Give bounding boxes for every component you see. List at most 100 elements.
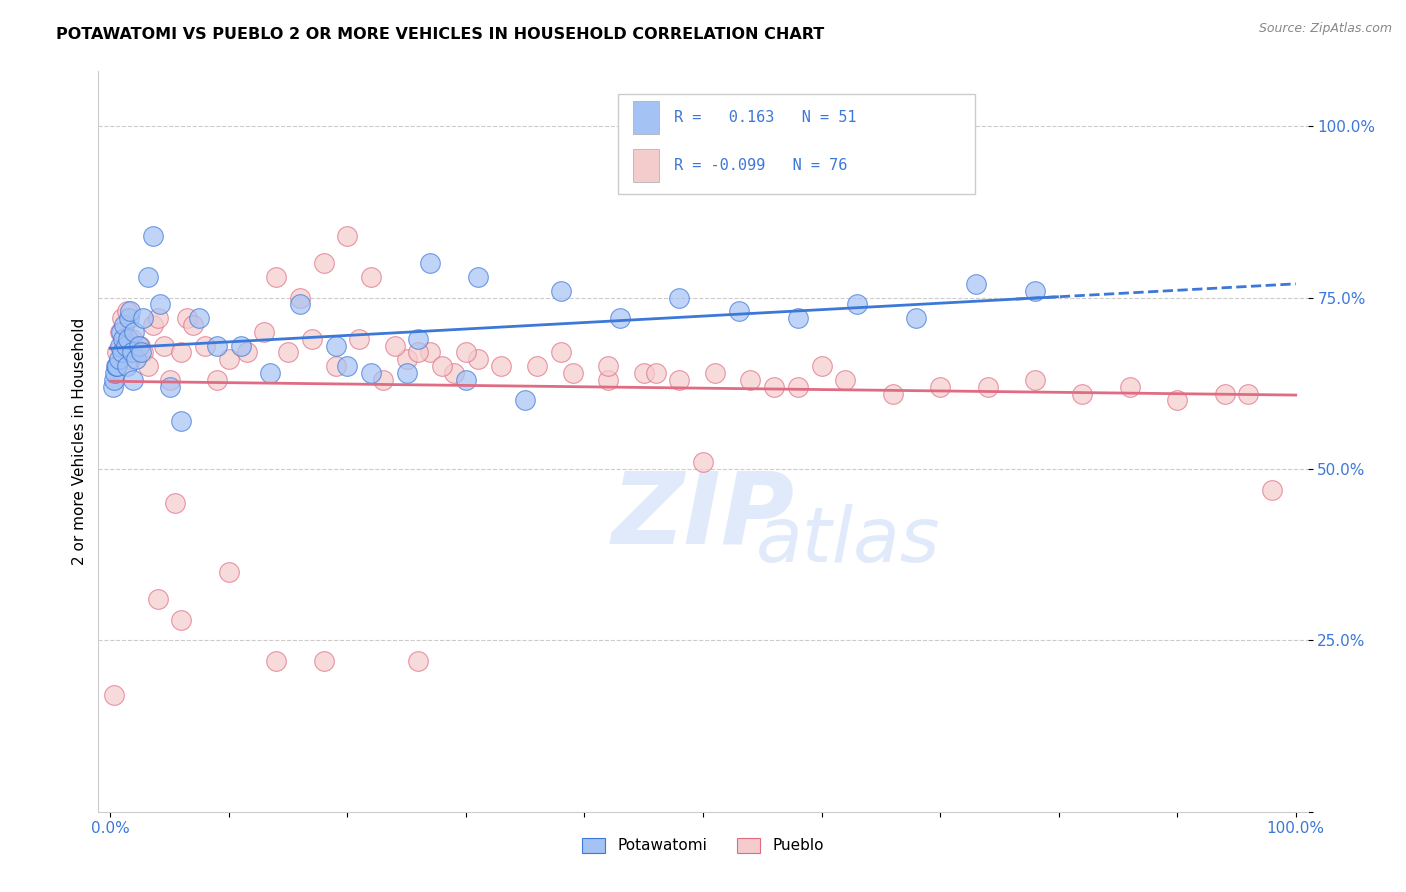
Point xyxy=(408,332,430,346)
Point xyxy=(905,311,928,326)
Point xyxy=(159,380,181,394)
Legend: Potawatomi, Pueblo: Potawatomi, Pueblo xyxy=(576,831,830,860)
Point xyxy=(121,345,143,359)
Point xyxy=(142,228,165,243)
Point xyxy=(108,338,131,352)
Point xyxy=(443,366,465,380)
Text: atlas: atlas xyxy=(756,505,941,579)
Point xyxy=(834,373,856,387)
Point xyxy=(114,338,136,352)
Point xyxy=(598,359,620,373)
Point xyxy=(1213,386,1236,401)
Point xyxy=(129,338,152,352)
Point xyxy=(108,325,131,339)
Point xyxy=(454,373,477,387)
Point xyxy=(301,332,323,346)
Point xyxy=(408,345,430,359)
Point xyxy=(1119,380,1142,394)
Point xyxy=(114,338,136,352)
Point xyxy=(218,565,240,579)
Point xyxy=(188,311,211,326)
Bar xyxy=(633,101,659,135)
Point xyxy=(550,345,572,359)
Point xyxy=(114,318,136,332)
Point xyxy=(454,345,477,359)
Point xyxy=(128,338,150,352)
Text: R = -0.099   N = 76: R = -0.099 N = 76 xyxy=(673,158,848,173)
Point xyxy=(763,380,786,394)
Point xyxy=(786,380,808,394)
Point xyxy=(105,359,128,373)
Point xyxy=(121,373,143,387)
Point xyxy=(965,277,987,291)
Point xyxy=(120,304,142,318)
Point xyxy=(347,332,370,346)
Point xyxy=(259,366,281,380)
Point xyxy=(644,366,666,380)
Y-axis label: 2 or more Vehicles in Household: 2 or more Vehicles in Household xyxy=(72,318,87,566)
Point xyxy=(104,366,127,380)
Point xyxy=(111,311,134,326)
FancyBboxPatch shape xyxy=(619,94,976,194)
Point xyxy=(146,592,169,607)
Point xyxy=(101,380,124,394)
Point xyxy=(218,352,240,367)
Point xyxy=(229,338,252,352)
Point xyxy=(103,373,125,387)
Point xyxy=(121,332,143,346)
Point xyxy=(740,373,762,387)
Point xyxy=(810,359,832,373)
Point xyxy=(136,359,159,373)
Text: Source: ZipAtlas.com: Source: ZipAtlas.com xyxy=(1258,22,1392,36)
Point xyxy=(112,332,135,346)
Point xyxy=(325,338,347,352)
Point xyxy=(152,338,174,352)
Point xyxy=(371,373,394,387)
Point xyxy=(491,359,513,373)
Point xyxy=(384,338,406,352)
Point xyxy=(129,345,152,359)
Point xyxy=(976,380,998,394)
Point xyxy=(929,380,952,394)
Point xyxy=(115,304,138,318)
Point xyxy=(132,311,155,326)
Point xyxy=(561,366,583,380)
Point xyxy=(125,345,148,359)
Point xyxy=(515,393,537,408)
Point xyxy=(118,352,141,367)
Point xyxy=(132,345,155,359)
Point xyxy=(336,359,359,373)
Point xyxy=(325,359,347,373)
Point xyxy=(395,366,418,380)
Point xyxy=(165,496,187,510)
Point xyxy=(159,373,181,387)
Point xyxy=(170,414,193,428)
Point xyxy=(205,338,228,352)
Point xyxy=(264,654,287,668)
Bar xyxy=(633,149,659,183)
Point xyxy=(312,256,335,270)
Point xyxy=(1166,393,1188,408)
Point xyxy=(118,311,141,326)
Point xyxy=(1024,373,1046,387)
Text: ZIP: ZIP xyxy=(612,467,794,564)
Point xyxy=(786,311,808,326)
Point xyxy=(105,359,128,373)
Point xyxy=(395,352,418,367)
Point xyxy=(526,359,548,373)
Point xyxy=(1024,284,1046,298)
Point xyxy=(408,654,430,668)
Point xyxy=(668,291,690,305)
Point xyxy=(146,311,169,326)
Point xyxy=(1237,386,1260,401)
Point xyxy=(235,345,257,359)
Point xyxy=(149,297,172,311)
Point xyxy=(467,352,489,367)
Point xyxy=(107,352,129,367)
Point xyxy=(703,366,725,380)
Point xyxy=(111,345,134,359)
Point xyxy=(105,345,128,359)
Point xyxy=(598,373,620,387)
Point xyxy=(550,284,572,298)
Point xyxy=(288,291,311,305)
